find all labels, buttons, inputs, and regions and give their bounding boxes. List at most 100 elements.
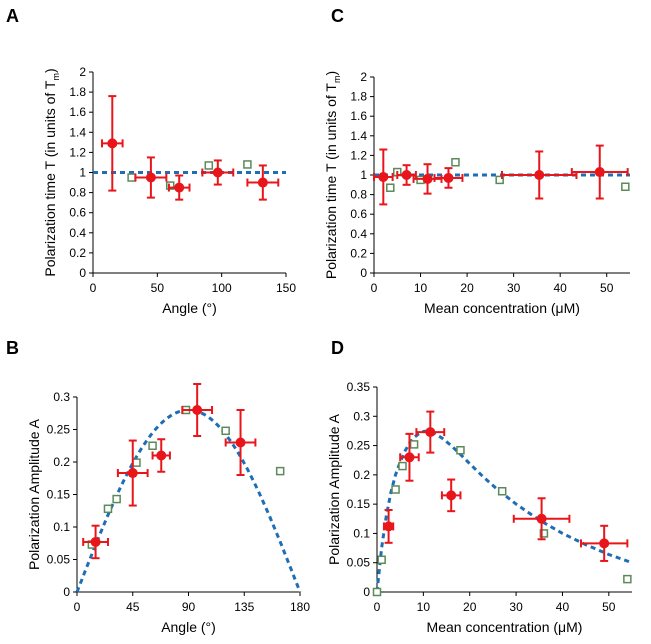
green-square-point: [495, 175, 504, 185]
y-tick-label: 0.6: [350, 207, 367, 221]
y-tick-label: 0.25: [47, 423, 71, 437]
y-tick-label: 1.2: [69, 145, 86, 159]
x-tick-label: 10: [414, 281, 428, 295]
y-axis-label-end: ): [323, 71, 339, 76]
red-data-point: [101, 95, 124, 192]
green-square-point: [275, 466, 285, 476]
x-tick-label: 45: [126, 600, 140, 614]
red-point-marker: [235, 437, 246, 448]
red-point-marker: [446, 490, 457, 501]
red-data-point: [134, 156, 168, 199]
chart-panel-c: 00.20.40.60.811.21.41.61.820 10 20 30 40 50Me…: [323, 70, 630, 316]
red-data-point: [246, 164, 280, 201]
y-tick-label: 0.4: [69, 226, 86, 240]
x-tick-label: 40: [556, 600, 570, 614]
green-square-point: [456, 446, 465, 455]
y-axis-label: Polarization time T (in units of Tm): [323, 71, 342, 279]
green-square-point: [204, 161, 214, 170]
y-axis-label-main: Polarization time T (in units of T: [323, 83, 339, 280]
red-point-marker: [90, 536, 101, 547]
green-square-point: [451, 158, 460, 167]
green-square-point: [103, 504, 113, 514]
green-square-point: [112, 494, 121, 504]
y-axis-label-sub: m: [51, 73, 61, 81]
y-tick-label: 0.05: [47, 553, 71, 567]
x-tick-label: 180: [290, 600, 310, 614]
green-square-point: [398, 461, 407, 471]
x-axis-label: Mean concentration (μM): [424, 300, 580, 316]
green-square-point: [391, 485, 400, 494]
y-tick-label: 0.25: [347, 439, 371, 453]
red-data-point: [201, 159, 235, 186]
red-point-marker: [145, 172, 156, 183]
green-square-point: [386, 183, 395, 192]
red-point-marker: [422, 173, 433, 184]
y-tick-label: 1.4: [69, 125, 86, 139]
green-square-point: [377, 555, 386, 565]
y-tick-label: 0.3: [53, 390, 70, 404]
x-tick-label: 30: [507, 281, 521, 295]
green-square-point: [243, 160, 252, 169]
red-point-marker: [107, 138, 118, 149]
red-point-marker: [212, 167, 223, 178]
y-tick-label: 1.8: [350, 90, 367, 104]
y-tick-label: 0.15: [47, 488, 71, 502]
x-tick-label: 0: [374, 600, 381, 614]
y-tick-label: 0.3: [353, 409, 370, 423]
y-tick-label: 0: [79, 266, 86, 280]
red-point-marker: [257, 177, 268, 188]
y-tick-label: 0.2: [69, 246, 86, 260]
y-tick-label: 0.05: [347, 556, 371, 570]
fit-curve: [375, 429, 633, 593]
y-tick-label: 1: [360, 168, 367, 182]
red-point-marker: [404, 452, 415, 463]
red-point-marker: [156, 450, 167, 461]
chart-panel-b: 0 0.05 0.1 0.15 0.2 0.25 0.3 0 45 90 135 180 Angle (…: [26, 383, 310, 635]
x-tick-label: 50: [602, 600, 616, 614]
red-point-marker: [383, 521, 394, 532]
red-point-marker: [192, 405, 203, 415]
y-tick-label: 0.2: [350, 246, 367, 260]
x-tick-label: 0: [74, 600, 81, 614]
y-tick-label: 0.15: [347, 497, 371, 511]
y-tick-label: 1.6: [350, 109, 367, 123]
y-axis-label-main: Polarization Amplitude A: [26, 418, 42, 570]
red-point-marker: [599, 538, 610, 549]
red-data-point: [151, 438, 171, 473]
red-data-point: [116, 439, 149, 507]
red-data-point: [224, 409, 257, 476]
x-tick-label: 50: [151, 281, 165, 295]
green-square-point: [221, 426, 230, 436]
panel-letter-c: C: [331, 6, 344, 26]
y-axis-label: Polarization Amplitude A: [326, 413, 342, 565]
red-data-point: [396, 164, 417, 186]
red-point-marker: [174, 182, 185, 193]
y-tick-label: 0.1: [53, 520, 70, 534]
green-square-point: [148, 441, 157, 450]
red-data-point: [433, 167, 464, 189]
red-point-marker: [127, 468, 138, 479]
x-tick-label: 0: [371, 281, 378, 295]
y-tick-label: 0.35: [347, 380, 371, 394]
y-tick-label: 0.8: [350, 188, 367, 202]
panel-letter-a: A: [6, 6, 19, 26]
x-tick-label: 40: [554, 281, 568, 295]
y-tick-label: 1.4: [350, 129, 367, 143]
x-tick-label: 10: [417, 600, 431, 614]
red-data-point: [382, 509, 395, 544]
y-tick-label: 1.8: [69, 85, 86, 99]
y-tick-label: 0.8: [69, 186, 86, 200]
y-tick-label: 0.1: [353, 526, 370, 540]
x-axis-label: Angle (°): [162, 300, 217, 316]
x-tick-label: 135: [234, 600, 254, 614]
y-tick-label: 2: [79, 65, 86, 79]
chart-panel-d: 0 0.05 0.1 0.15 0.2 0.25 0.3 0.35 0 10 20 30 40 50 Mea…: [326, 380, 633, 635]
red-point-marker: [401, 170, 412, 180]
red-point-marker: [594, 167, 605, 178]
y-axis-label-sub: m: [332, 76, 342, 84]
red-data-point: [167, 174, 191, 201]
green-square-point: [132, 458, 141, 467]
x-tick-label: 50: [600, 281, 614, 295]
red-data-point: [415, 410, 446, 454]
